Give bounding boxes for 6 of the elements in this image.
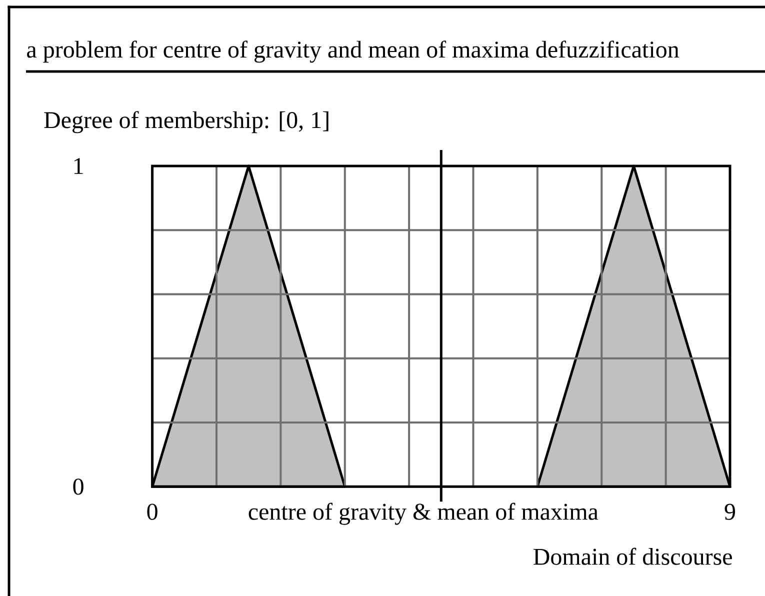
ref-line-label: centre of gravity & mean of maxima [248, 502, 598, 525]
x-tick-label: 9 [724, 504, 736, 520]
y-tick-label: 1 [74, 158, 83, 174]
y-axis-title: Degree of membership: [0, 1] [44, 111, 328, 134]
x-axis-title: Domain of discourse [534, 548, 732, 565]
chart-title: a problem for centre of gravity and mean of maxima defuzzification [27, 40, 679, 63]
